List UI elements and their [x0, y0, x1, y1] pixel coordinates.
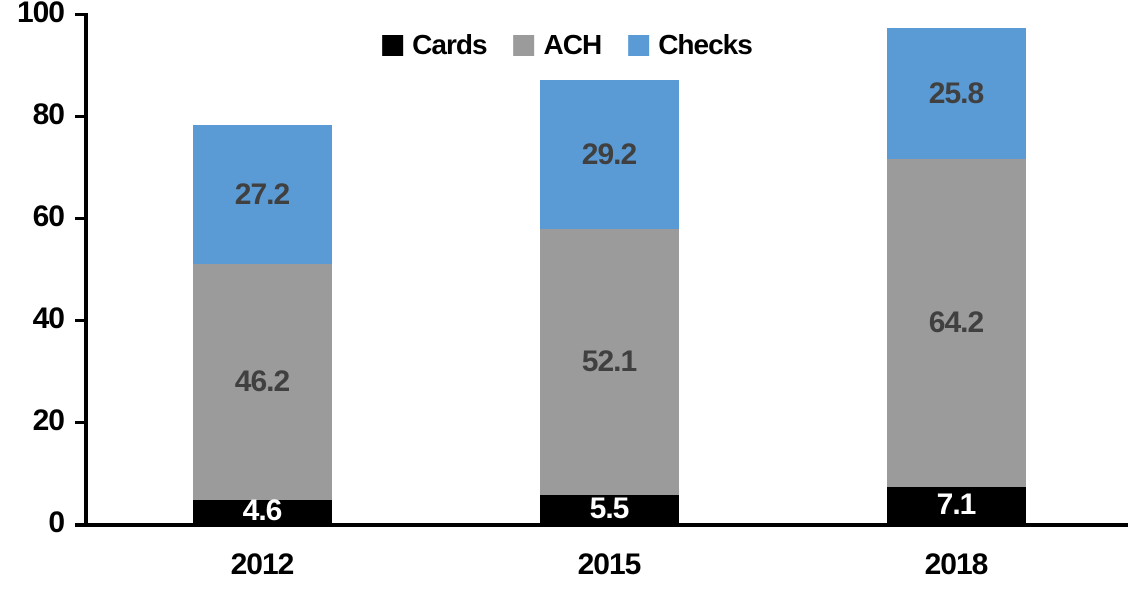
y-axis-tick: [75, 12, 84, 16]
y-axis-tick: [75, 420, 84, 424]
bar-2012: 4.6 46.2 27.2: [192, 125, 332, 526]
legend-label-checks: Checks: [658, 29, 753, 60]
bar-segment-value-label: 46.2: [234, 364, 290, 398]
y-axis-tick-label: 0: [48, 506, 65, 539]
y-axis-tick-label: 60: [32, 200, 65, 233]
bar-segment-ach: 64.2: [886, 159, 1026, 487]
legend-label-cards: Cards: [412, 29, 487, 60]
y-axis-line: [84, 13, 88, 527]
bar-segment-cards: 4.6: [192, 496, 332, 526]
y-axis-tick-label: 80: [32, 98, 65, 131]
bar-segment-checks: 27.2: [192, 125, 332, 264]
bar-2015: 5.5 52.1 29.2: [539, 80, 679, 525]
bar-segment-value-label: 5.5: [589, 491, 630, 525]
legend-item-ach: ACH: [513, 29, 603, 60]
x-axis-line: [75, 523, 1128, 527]
cards-legend-swatch-icon: [382, 34, 404, 56]
bar-segment-value-label: 4.6: [242, 494, 283, 528]
y-axis-tick: [75, 522, 84, 526]
bar-segment-value-label: 25.8: [928, 76, 984, 110]
bar-segment-value-label: 29.2: [581, 137, 637, 171]
bar-segment-checks: 29.2: [539, 80, 679, 230]
bar-segment-value-label: 7.1: [936, 487, 977, 521]
bar-segment-value-label: 64.2: [928, 306, 984, 340]
legend-item-cards: Cards: [382, 29, 488, 60]
bar-segment-cards: 7.1: [886, 486, 1026, 523]
y-axis-tick-label: 40: [32, 302, 65, 335]
legend-label-ach: ACH: [543, 29, 603, 60]
y-axis-tick: [75, 318, 84, 322]
checks-legend-swatch-icon: [628, 34, 650, 56]
bar-segment-checks: 25.8: [886, 27, 1026, 160]
y-axis-tick: [75, 216, 84, 220]
ach-legend-swatch-icon: [513, 34, 535, 56]
bar-segment-ach: 46.2: [192, 263, 332, 500]
legend-item-checks: Checks: [628, 29, 753, 60]
bar-segment-ach: 52.1: [539, 229, 679, 495]
bar-segment-cards: 5.5: [539, 491, 679, 525]
bar-segment-value-label: 52.1: [581, 345, 637, 379]
x-axis-category-label: 2015: [577, 548, 642, 581]
y-axis-tick-label: 20: [32, 404, 65, 437]
x-axis-category-label: 2018: [924, 548, 989, 581]
legend: Cards ACH Checks: [382, 29, 753, 60]
bar-2018: 7.1 64.2 25.8: [886, 27, 1026, 523]
y-axis-tick: [75, 114, 84, 118]
bar-segment-value-label: 27.2: [234, 177, 290, 211]
x-axis-category-label: 2012: [230, 548, 295, 581]
y-axis-tick-label: 100: [16, 0, 65, 29]
